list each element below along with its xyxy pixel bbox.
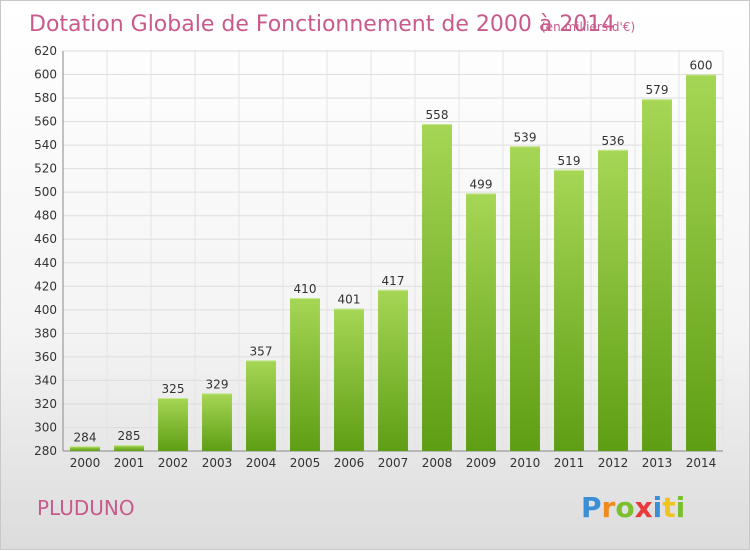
bar-value-label: 401: [338, 293, 361, 307]
y-tick-label: 280: [34, 444, 57, 458]
bar-2005: [290, 298, 320, 451]
x-tick-label: 2012: [598, 456, 629, 470]
x-tick-label: 2000: [70, 456, 101, 470]
y-tick-label: 420: [34, 279, 57, 293]
y-tick-label: 580: [34, 91, 57, 105]
bar-value-label: 558: [426, 108, 449, 122]
bar-value-label: 600: [690, 59, 713, 73]
bar-value-label: 519: [558, 154, 581, 168]
bar-2004: [246, 360, 276, 451]
x-tick-label: 2010: [510, 456, 541, 470]
bar-2006: [334, 308, 364, 451]
bar-2002: [158, 398, 188, 451]
bar-2010: [510, 146, 540, 451]
y-tick-label: 380: [34, 326, 57, 340]
x-tick-label: 2014: [686, 456, 717, 470]
x-tick-label: 2003: [202, 456, 233, 470]
bar-2009: [466, 193, 496, 451]
bar-value-label: 329: [206, 377, 229, 391]
bar-2000: [70, 446, 100, 451]
axes: 280 300 320 340 360 380 400 420 440 460 480 500 520 5…: [34, 44, 723, 470]
grid-lines: [62, 50, 724, 452]
y-tick-label: 560: [34, 115, 57, 129]
y-tick-label: 440: [34, 256, 57, 270]
bars: [70, 74, 716, 452]
bar-value-label: 285: [118, 429, 141, 443]
commune-name: PLUDUNO: [37, 496, 135, 520]
y-tick-label: 600: [34, 68, 57, 82]
bar-value-label: 499: [470, 177, 493, 191]
x-tick-label: 2007: [378, 456, 409, 470]
x-tick-label: 2011: [554, 456, 585, 470]
y-tick-label: 340: [34, 373, 57, 387]
bar-2008: [422, 123, 452, 452]
y-tick-label: 540: [34, 138, 57, 152]
y-tick-label: 360: [34, 350, 57, 364]
bar-value-label: 325: [162, 382, 185, 396]
x-tick-label: 2008: [422, 456, 453, 470]
logo-text: Proxiti: [581, 491, 685, 524]
x-tick-label: 2002: [158, 456, 189, 470]
chart-subtitle: (en milliers d'€): [541, 20, 635, 34]
bar-2003: [202, 393, 232, 451]
y-tick-label: 520: [34, 162, 57, 176]
y-tick-label: 500: [34, 185, 57, 199]
bar-2013: [642, 99, 672, 451]
y-tick-label: 460: [34, 232, 57, 246]
x-tick-label: 2004: [246, 456, 277, 470]
x-tick-label: 2013: [642, 456, 673, 470]
bar-value-label: 410: [294, 282, 317, 296]
proxiti-logo: Proxiti: [581, 491, 685, 524]
bar-value-label: 284: [74, 430, 97, 444]
bar-value-labels: 284 285 325 329 357 410 401 417 558 499 539 519 536 5…: [74, 59, 713, 445]
bar-value-label: 539: [514, 130, 537, 144]
chart-title: Dotation Globale de Fonctionnement de 20…: [29, 12, 615, 37]
y-tick-label: 300: [34, 420, 57, 434]
bar-2011: [554, 169, 584, 451]
bar-2014: [686, 74, 716, 451]
y-tick-label: 400: [34, 303, 57, 317]
bar-value-label: 357: [250, 344, 273, 358]
bar-2007: [378, 289, 408, 451]
bar-value-label: 536: [602, 134, 625, 148]
x-tick-label: 2001: [114, 456, 145, 470]
x-tick-label: 2006: [334, 456, 365, 470]
x-tick-label: 2005: [290, 456, 321, 470]
y-tick-label: 620: [34, 44, 57, 58]
bar-value-label: 579: [646, 83, 669, 97]
bar-2001: [114, 445, 144, 451]
bar-2012: [598, 149, 628, 451]
bar-value-label: 417: [382, 274, 405, 288]
y-tick-label: 480: [34, 209, 57, 223]
y-tick-label: 320: [34, 397, 57, 411]
x-tick-label: 2009: [466, 456, 497, 470]
